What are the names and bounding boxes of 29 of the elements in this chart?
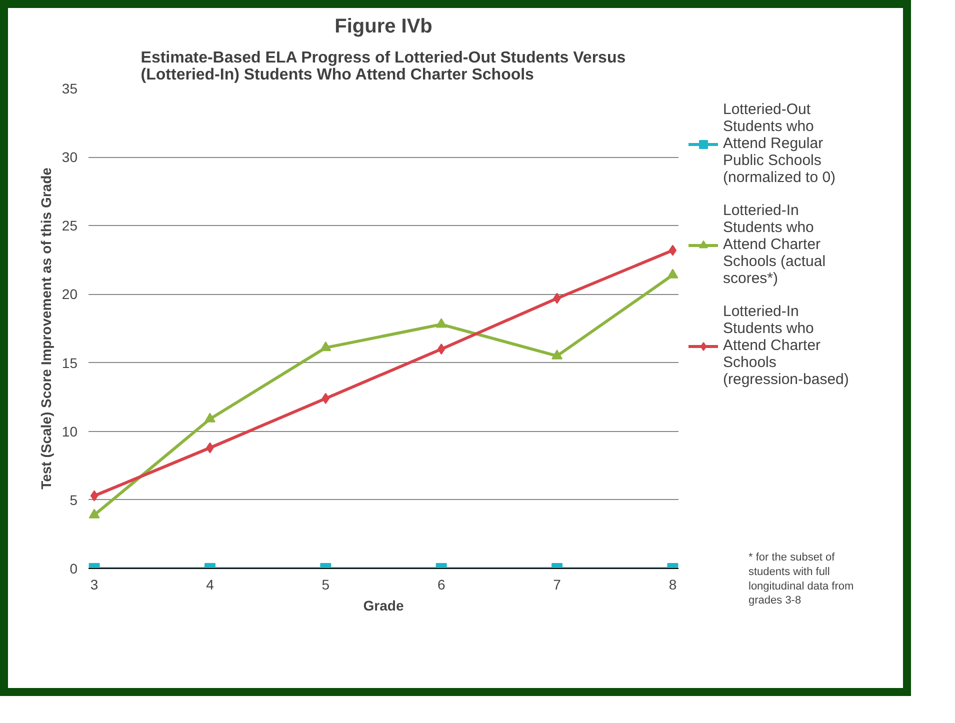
point [320, 341, 332, 352]
y-tick-label: 25 [62, 218, 78, 234]
y-tick-label: 5 [70, 492, 78, 508]
point [204, 412, 216, 422]
y-tick-label: 15 [62, 354, 78, 371]
x-tick-label: 8 [668, 576, 677, 592]
y-tick-label: 30 [62, 149, 78, 166]
legend-label: Lotteried-In Students who Attend Charter Schools (actual scores*) [723, 202, 826, 287]
point [668, 244, 677, 256]
y-tick-label: 0 [70, 560, 78, 576]
point [436, 318, 447, 328]
chart-subtitle: Estimate-Based ELA Progress of Lotteried-Out Students Versus (Lotteried-In) Students Who Attend Charter Schools [140, 50, 626, 84]
legend-label: Lotteried-In Students who Attend Charter Schools (regression-based) [723, 303, 849, 388]
x-tick-label: 3 [90, 576, 98, 592]
x-tick-label: 7 [553, 576, 562, 592]
y-tick-label: 35 [62, 80, 78, 96]
x-axis-title: Grade [363, 598, 404, 614]
text: * for the subset of students with full longitudinal data from grades 3-8 [748, 552, 854, 607]
x-tick-label: 5 [322, 576, 330, 592]
legend-label: Lotteried-Out Students who Attend Regular Public Schools (normalized to 0) [723, 101, 836, 186]
point [88, 508, 100, 518]
chart-title: Figure IVb [334, 16, 432, 38]
y-tick-label: 10 [62, 423, 78, 440]
point [667, 268, 678, 278]
x-tick-label: 4 [206, 576, 214, 592]
y-tick-label: 20 [62, 286, 78, 302]
y-axis-title: Test (Scale) Score Improvement as of this Grade [38, 167, 54, 490]
x-tick-label: 6 [437, 576, 446, 592]
point [552, 350, 563, 360]
